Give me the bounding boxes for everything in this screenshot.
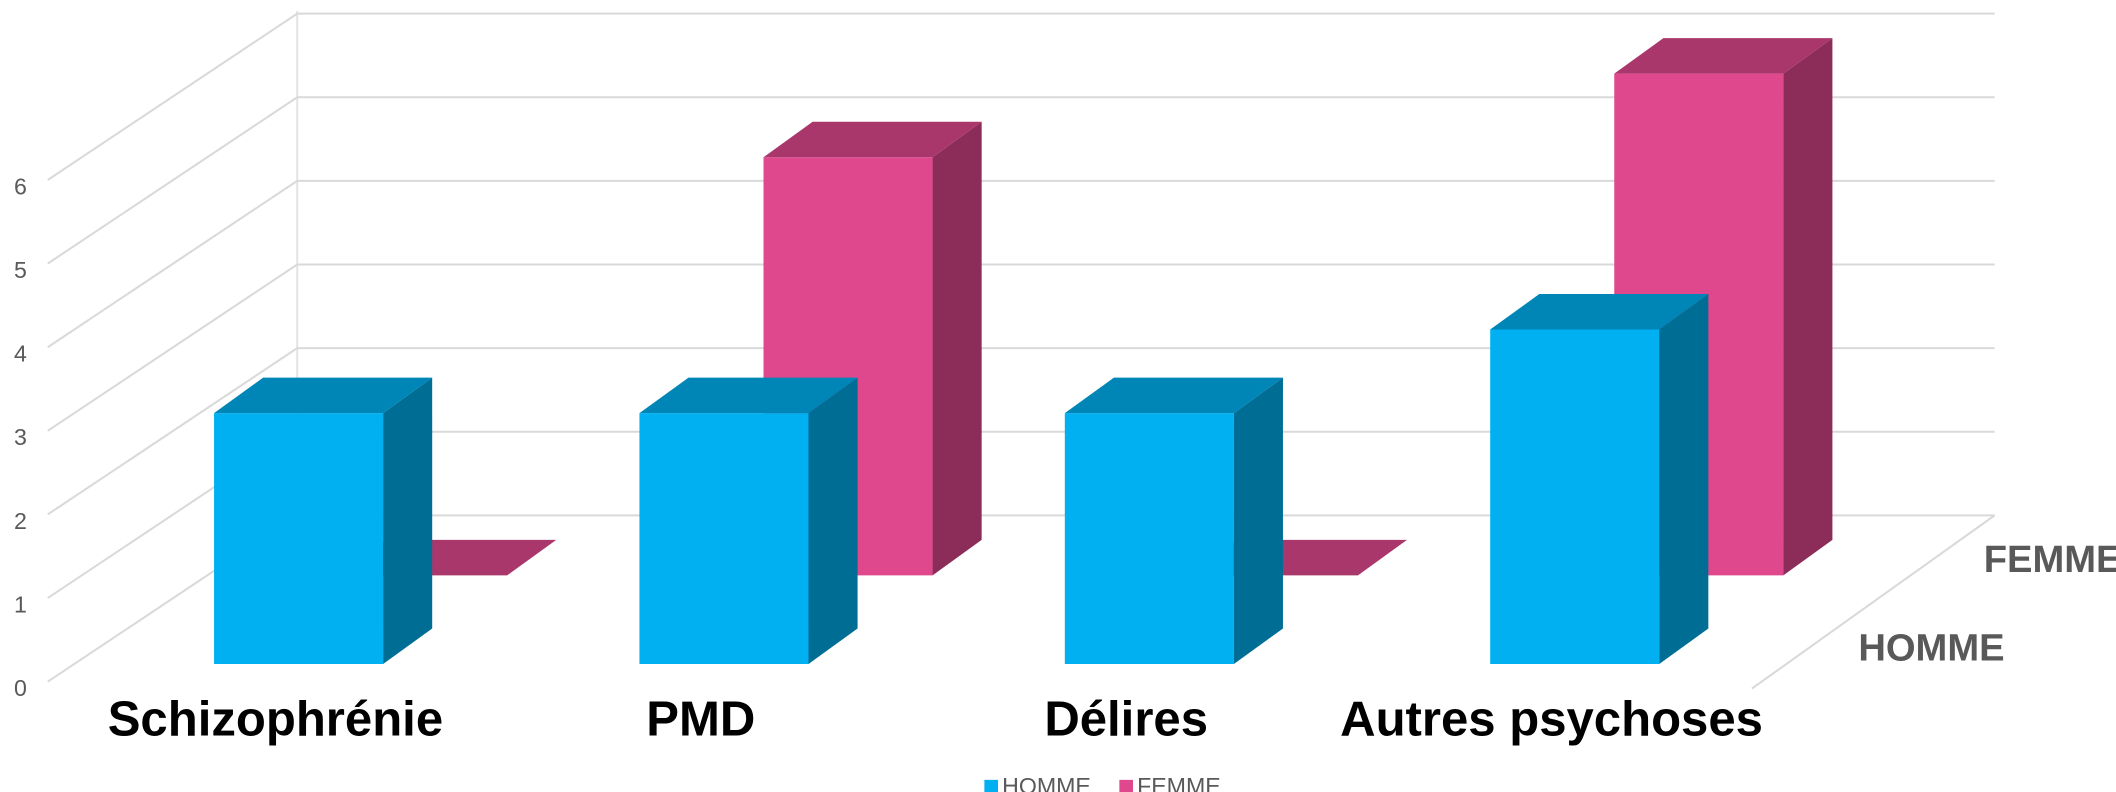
bar-side — [383, 377, 433, 664]
bar — [214, 377, 433, 664]
y-tick-label: 3 — [14, 424, 27, 450]
floor-edge — [1751, 514, 1996, 690]
bar-top — [763, 121, 982, 158]
bar-top — [214, 377, 433, 414]
depth-label: FEMME — [1984, 538, 2116, 581]
x-tick-label: Autres psychoses — [1340, 693, 1763, 747]
bar-side — [1233, 377, 1283, 664]
plot: 0 1 2 3 4 5 6 Schizophrénie PMD Délires Autres psy… — [14, 10, 2116, 792]
bar — [1064, 377, 1283, 664]
legend-swatch — [1119, 779, 1133, 792]
y-tick-label: 2 — [14, 508, 27, 534]
bar-side — [1659, 294, 1709, 664]
bar-top — [639, 377, 858, 414]
y-tick-label: 6 — [14, 173, 27, 199]
grid-line — [47, 96, 298, 265]
legend-label: HOMME — [1002, 773, 1091, 792]
grid-line — [47, 263, 298, 432]
y-tick-label: 1 — [14, 591, 27, 617]
bar-top — [1490, 294, 1709, 330]
bar-front — [1490, 329, 1660, 664]
grid-line — [47, 180, 298, 349]
grid-line — [47, 347, 298, 516]
legend-swatch — [984, 779, 999, 792]
y-tick-label: 4 — [14, 341, 27, 367]
grid-line — [47, 12, 298, 181]
x-tick-label: PMD — [646, 693, 755, 747]
bar-side — [932, 121, 982, 576]
bar-front — [639, 413, 809, 664]
bar-side — [808, 377, 858, 664]
y-tick-label: 5 — [14, 257, 27, 283]
bar — [1490, 294, 1709, 664]
bar-side — [1783, 38, 1833, 576]
depth-label: HOMME — [1858, 626, 2004, 669]
bar — [639, 377, 858, 664]
bar-top — [1614, 38, 1833, 74]
x-tick-label: Schizophrénie — [108, 693, 443, 747]
bar-front — [1064, 413, 1234, 664]
bar-top — [1064, 377, 1283, 414]
bar-front — [214, 413, 384, 664]
x-tick-label: Délires — [1044, 693, 1208, 747]
legend-label: FEMME — [1137, 773, 1221, 792]
y-tick-label: 0 — [14, 675, 27, 701]
